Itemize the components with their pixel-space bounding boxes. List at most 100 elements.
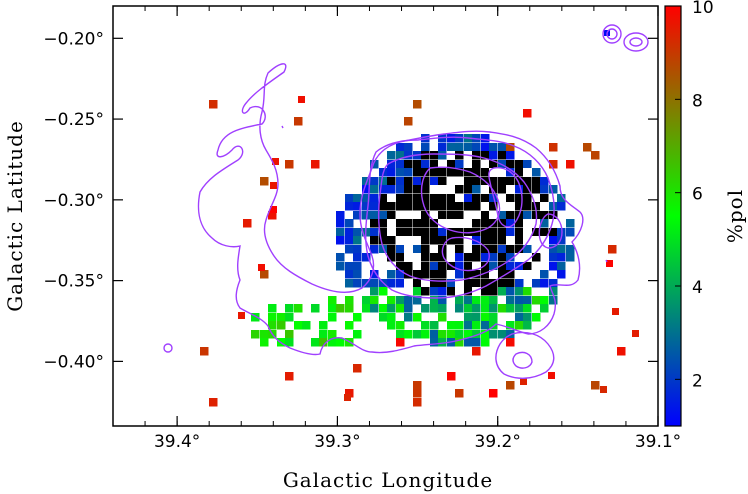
- saturated-pixel: [430, 194, 439, 203]
- colorbar-gradient: [664, 5, 682, 427]
- saturated-pixel: [421, 151, 430, 160]
- saturated-pixel: [421, 185, 430, 194]
- pol-pixel: [413, 381, 422, 390]
- pol-pixel: [421, 134, 430, 143]
- pol-pixel: [413, 398, 422, 407]
- x-tick-label: 39.3°: [314, 432, 360, 452]
- pol-pixel: [523, 245, 532, 254]
- pol-pixel: [370, 177, 379, 186]
- saturated-pixel: [430, 228, 439, 237]
- saturated-pixel: [421, 177, 430, 186]
- pol-pixel: [413, 100, 422, 109]
- pol-pixel: [268, 321, 277, 330]
- pol-pixel: [345, 236, 354, 245]
- saturated-pixel: [387, 236, 396, 245]
- saturated-pixel: [481, 287, 490, 296]
- pol-pixel: [370, 194, 379, 203]
- pol-pixel: [370, 296, 379, 305]
- saturated-pixel: [396, 194, 405, 203]
- pol-pixel: [489, 262, 498, 271]
- masked-pixel: [404, 253, 413, 262]
- pol-pixel: [481, 134, 490, 143]
- masked-pixel: [438, 219, 447, 228]
- masked-pixel: [523, 270, 532, 279]
- pol-pixel: [370, 202, 379, 211]
- pol-pixel: [353, 236, 362, 245]
- pol-pixel: [523, 313, 532, 322]
- pol-pixel: [370, 228, 379, 237]
- contour-source-ne-a: [602, 24, 622, 44]
- pol-pixel: [413, 330, 422, 339]
- saturated-pixel: [540, 211, 549, 220]
- pol-pixel: [591, 381, 600, 390]
- saturated-pixel: [438, 262, 447, 271]
- saturated-pixel: [421, 228, 430, 237]
- saturated-pixel: [532, 202, 541, 211]
- pol-pixel: [328, 304, 337, 313]
- pol-pixel: [583, 143, 592, 152]
- pol-pixel: [387, 313, 396, 322]
- colorbar-ticks: 2 4 6 8 10: [675, 0, 714, 391]
- pol-pixel: [421, 160, 430, 169]
- pol-pixel: [464, 313, 473, 322]
- pol-pixel: [270, 206, 277, 213]
- masked-pixel: [447, 219, 456, 228]
- pol-pixel: [455, 304, 464, 313]
- pol-pixel: [489, 304, 498, 313]
- saturated-pixel: [387, 211, 396, 220]
- colorbar-tick-label: 6: [692, 185, 703, 205]
- pol-pixel: [506, 304, 515, 313]
- pol-pixel: [540, 219, 549, 228]
- saturated-pixel: [421, 270, 430, 279]
- pol-pixel: [294, 321, 303, 330]
- saturated-pixel: [455, 151, 464, 160]
- pol-pixel: [481, 313, 490, 322]
- pol-pixel: [447, 279, 456, 288]
- pol-pixel: [430, 262, 439, 271]
- masked-pixel: [387, 262, 396, 271]
- pol-pixel: [260, 270, 269, 279]
- pol-pixel: [370, 270, 379, 279]
- pol-pixel: [353, 364, 362, 373]
- pol-pixel: [472, 185, 481, 194]
- saturated-pixel: [489, 160, 498, 169]
- pol-pixel: [506, 296, 515, 305]
- masked-pixel: [387, 228, 396, 237]
- contour-blob-core-b: [488, 167, 523, 228]
- masked-pixel: [379, 253, 388, 262]
- saturated-pixel: [413, 185, 422, 194]
- pol-pixel: [421, 321, 430, 330]
- pol-pixel: [557, 253, 566, 262]
- masked-pixel: [396, 211, 405, 220]
- pol-pixel: [540, 279, 549, 288]
- saturated-pixel: [404, 194, 413, 203]
- pol-pixel: [396, 177, 405, 186]
- colorbar-tick-label: 2: [692, 371, 703, 391]
- pol-pixel: [506, 338, 515, 347]
- saturated-pixel: [506, 245, 515, 254]
- saturated-pixel: [447, 160, 456, 169]
- masked-pixel: [455, 279, 464, 288]
- pol-pixel: [370, 245, 379, 254]
- saturated-pixel: [506, 211, 515, 220]
- pol-pixel: [353, 253, 362, 262]
- masked-pixel: [430, 211, 439, 220]
- masked-pixel: [489, 270, 498, 279]
- saturated-pixel: [506, 279, 515, 288]
- pol-pixel: [481, 304, 490, 313]
- saturated-pixel: [413, 279, 422, 288]
- masked-pixel: [447, 151, 456, 160]
- pol-pixel: [277, 313, 286, 322]
- saturated-pixel: [438, 177, 447, 186]
- colorbar-tick-label: 8: [692, 91, 703, 111]
- saturated-pixel: [498, 236, 507, 245]
- masked-pixel: [447, 253, 456, 262]
- pol-pixel: [600, 386, 607, 393]
- contour-outer-west: [197, 63, 584, 356]
- pol-pixel: [566, 228, 575, 237]
- pol-pixel: [328, 330, 337, 339]
- masked-pixel: [387, 194, 396, 203]
- pol-pixel: [632, 330, 639, 337]
- saturated-pixel: [464, 270, 473, 279]
- masked-pixel: [387, 219, 396, 228]
